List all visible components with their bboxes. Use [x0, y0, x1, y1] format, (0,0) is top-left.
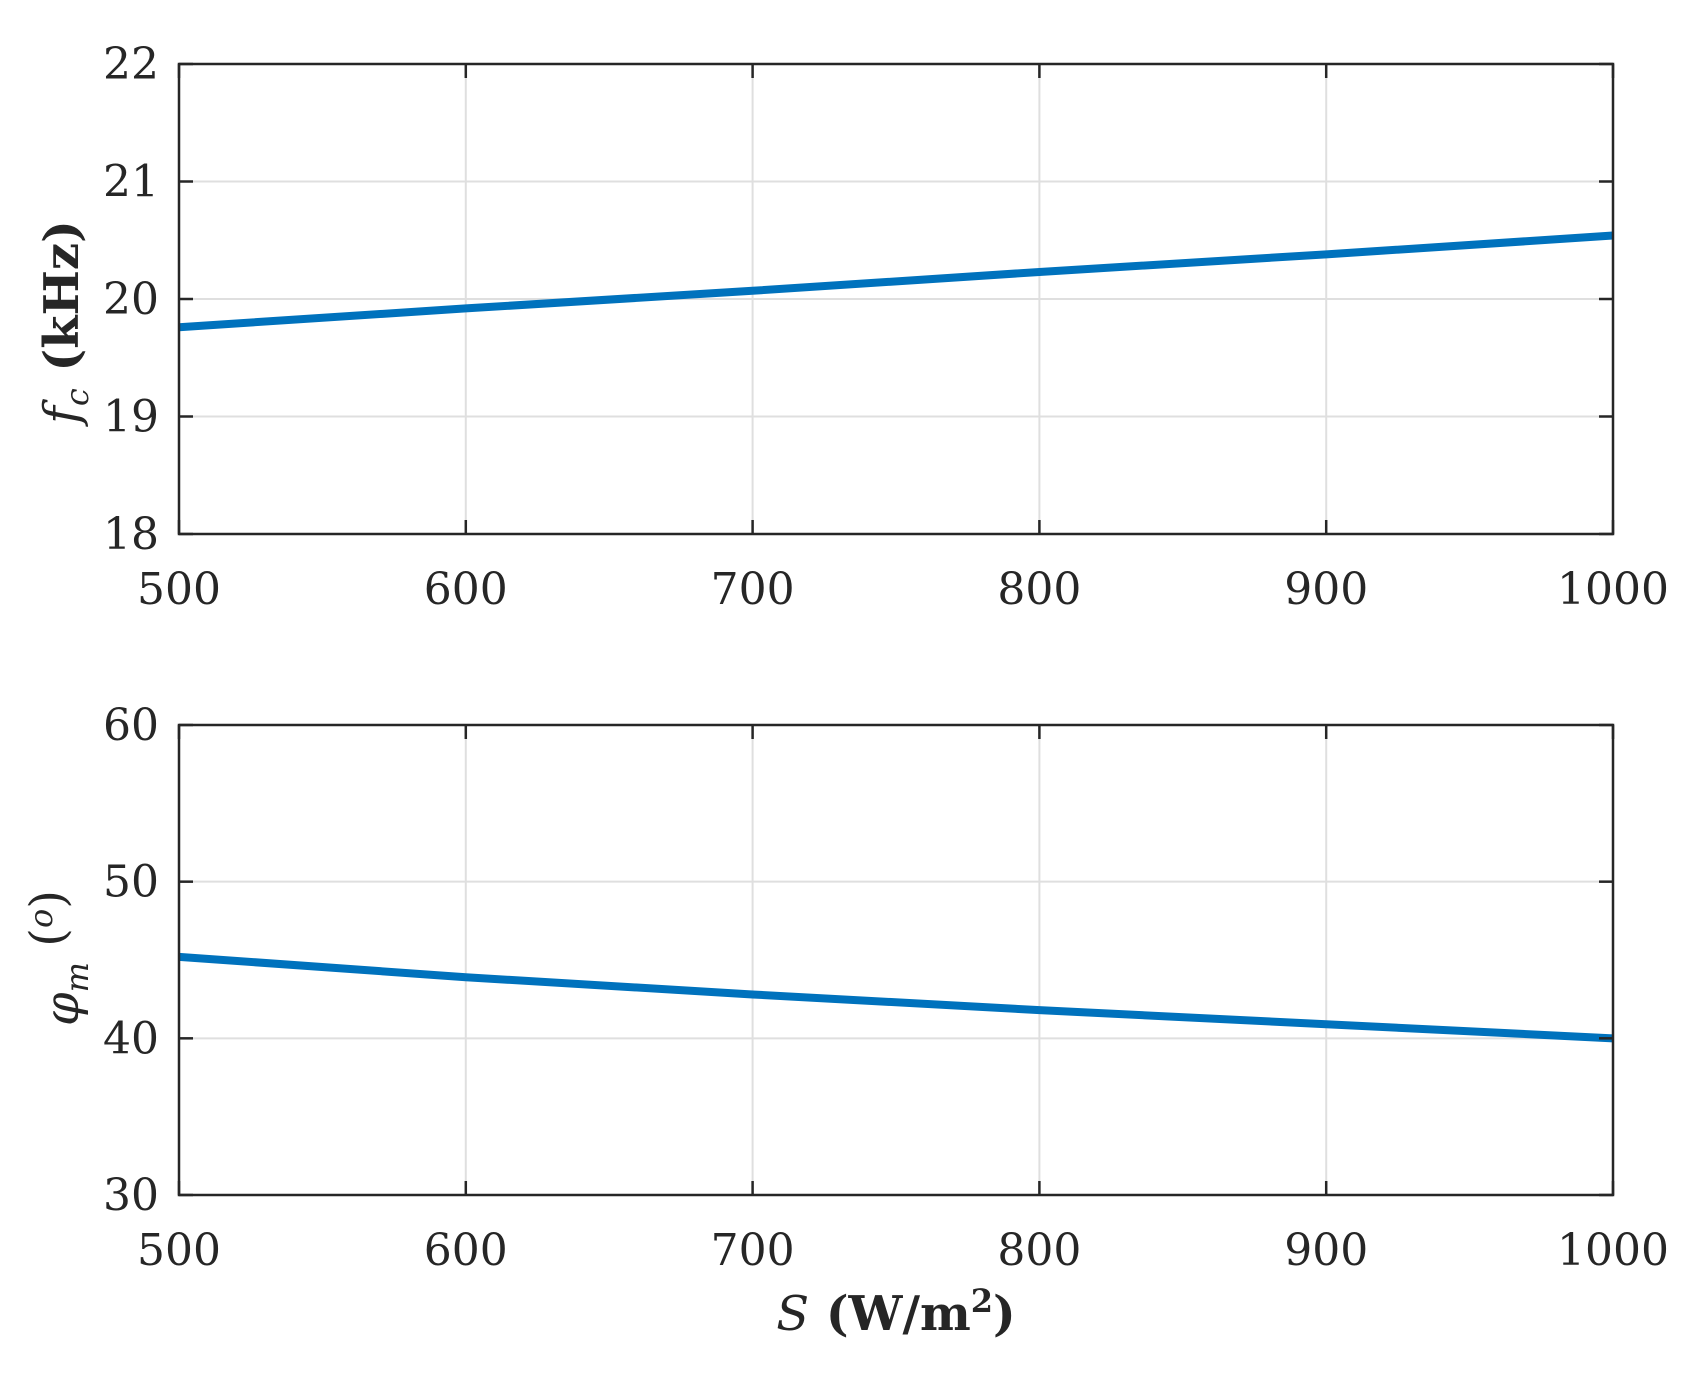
top-y-tick-label: 22: [103, 39, 159, 90]
top-series-line: [178, 231, 1614, 332]
top-y-axis-label: fc (kHz): [34, 220, 96, 427]
bottom-x-tick-label: 500: [137, 1225, 221, 1276]
bottom-plot-phase-margin: φm (o) S (W/m2) 500 600 700 800 900 1000 30 40 5…: [20, 700, 1669, 1342]
top-y-tick-label: 19: [103, 392, 159, 443]
bottom-y-axis-label: φm (o): [20, 890, 96, 1026]
bottom-x-tick-label: 1000: [1557, 1225, 1669, 1276]
top-plot-frequency: fc (kHz) 500 600 700 800 900 1000 18 19 20 21 22: [34, 39, 1669, 615]
top-x-tick-label: 500: [137, 564, 221, 615]
top-x-tick-label: 700: [711, 564, 795, 615]
top-y-tick-label: 20: [103, 274, 159, 325]
bottom-x-tick-label: 600: [424, 1225, 508, 1276]
bottom-y-tick-label: 60: [103, 700, 159, 751]
top-y-tick-label: 18: [103, 509, 159, 560]
bottom-y-tick-label: 50: [103, 857, 159, 908]
bottom-y-tick-label: 40: [103, 1013, 159, 1064]
bottom-y-tick-label: 30: [103, 1170, 159, 1221]
top-x-tick-label: 600: [424, 564, 508, 615]
top-y-tick-label: 21: [103, 157, 159, 208]
bottom-x-tick-label: 700: [711, 1225, 795, 1276]
top-x-tick-label: 1000: [1557, 564, 1669, 615]
bottom-series-line: [178, 952, 1614, 1043]
top-x-tick-label: 800: [997, 564, 1081, 615]
top-x-tick-label: 900: [1284, 564, 1368, 615]
bottom-x-tick-label: 900: [1284, 1225, 1368, 1276]
bottom-x-axis-label: S (W/m2): [776, 1282, 1016, 1342]
bottom-axes-frame: [177, 723, 1615, 1197]
bottom-x-tick-label: 800: [997, 1225, 1081, 1276]
